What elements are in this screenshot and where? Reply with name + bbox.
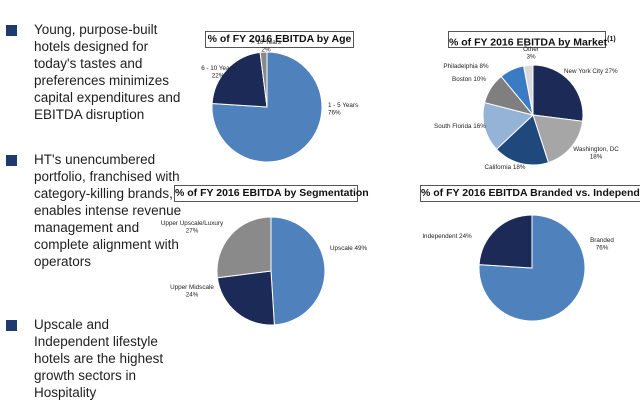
slice-label-name: 6 - 10 Years xyxy=(201,65,235,72)
slice-label-name: Washington, DC xyxy=(573,146,619,153)
slice-label: Philadelphia 8% xyxy=(443,63,489,70)
slice-label-value: 76% xyxy=(328,110,341,117)
slice-label: 1 - 5 Years 76% xyxy=(328,102,358,117)
slice-label-value: 2% xyxy=(261,47,271,54)
slice-label-value: 3% xyxy=(526,54,536,61)
pie-chart-age: 1 - 5 Years 76%6 - 10 Years 22%> 10 Years 2… xyxy=(201,39,358,163)
slice-label: > 10 Years 2% xyxy=(251,39,281,54)
chart-title-market-text: % of FY 2016 EBITDA by Market xyxy=(449,36,608,49)
slice-label: California 18% xyxy=(485,164,526,171)
chart-title-age: % of FY 2016 EBITDA by Age xyxy=(205,31,354,48)
slice-label: South Florida 16% xyxy=(434,123,486,130)
slice-label: Washington, DC 18% xyxy=(573,146,619,161)
slice-label-value: 18% xyxy=(590,154,603,161)
chart-title-market: % of FY 2016 EBITDA by Market(1) xyxy=(448,31,616,49)
slice-label: New York City 27% xyxy=(564,68,618,75)
pie-slice xyxy=(216,270,275,326)
slice-label-value: 76% xyxy=(596,245,609,252)
bullet-square-icon xyxy=(6,320,17,331)
bullet-square-icon xyxy=(6,25,17,36)
slice-label-name: > 10 Years xyxy=(251,39,281,46)
slice-label: Upscale 49% xyxy=(330,245,368,252)
slice-label-name: Other xyxy=(523,46,539,53)
slice-label-value: 22% xyxy=(212,73,225,80)
pie-slice xyxy=(478,214,533,269)
bullet-text: HT's unencumbered portfolio, franchised … xyxy=(34,152,182,269)
pie-slice xyxy=(523,64,534,116)
pie-chart-branded: Branded 76% Independent 24% xyxy=(422,214,614,322)
pie-slice xyxy=(532,114,584,164)
pie-slice xyxy=(495,114,550,166)
slice-label-value: 24% xyxy=(186,292,199,299)
slice-label: Boston 10% xyxy=(452,76,486,83)
slice-label-value: 27% xyxy=(186,228,199,235)
slice-label: 6 - 10 Years 22% xyxy=(201,65,235,80)
pie-slice xyxy=(270,216,326,326)
chart-title-footnote: (1) xyxy=(607,36,616,43)
pie-slice xyxy=(532,64,584,122)
pie-slice xyxy=(482,101,535,150)
bullet-text: Upscale and Independent lifestyle hotels… xyxy=(34,317,164,400)
pie-chart-segmentation: Upscale 49% Upper Midscale 24% Upper Upscal… xyxy=(161,216,368,326)
slice-label-name: Upper Midscale xyxy=(170,284,214,291)
chart-title-segmentation: % of FY 2016 EBITDA by Segmentation xyxy=(174,185,369,202)
pie-chart-market: New York City 27% Washington, DC 18% Califo… xyxy=(434,46,619,171)
slice-label-name: Branded xyxy=(590,237,614,244)
slice-label-name: Upper Upscale/Luxury xyxy=(161,220,224,227)
slice-label: Upper Upscale/Luxury 27% xyxy=(161,220,224,235)
bullet-square-icon xyxy=(6,155,17,166)
slice-label: Branded 76% xyxy=(590,237,614,252)
pie-slice xyxy=(211,51,268,108)
chart-title-branded: % of FY 2016 EBITDA Branded vs. Independ… xyxy=(420,185,640,202)
bullet-text: Young, purpose-built hotels designed for… xyxy=(34,22,181,122)
pie-slice xyxy=(216,216,272,279)
slice-label: Independent 24% xyxy=(422,233,472,240)
slice-label: Upper Midscale 24% xyxy=(170,284,214,299)
slice-label: Other 3% xyxy=(523,46,539,61)
slice-label-name: 1 - 5 Years xyxy=(328,102,358,109)
pie-slice xyxy=(259,51,268,108)
